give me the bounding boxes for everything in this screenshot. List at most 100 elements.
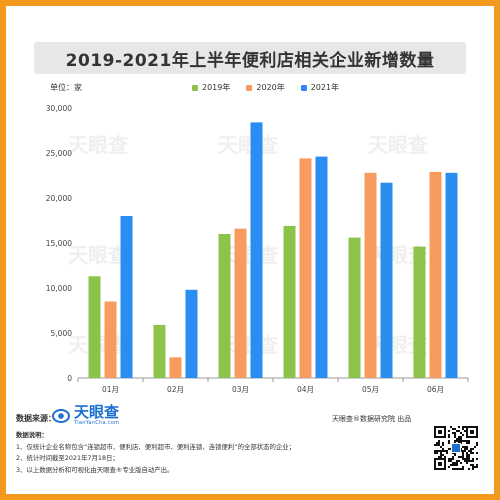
y-tick-label: 30,000 xyxy=(46,104,72,113)
qr-module xyxy=(462,446,464,448)
qr-module xyxy=(470,464,472,466)
y-tick-label: 5,000 xyxy=(51,329,73,338)
y-tick-label: 0 xyxy=(67,374,72,383)
bar xyxy=(250,122,263,379)
qr-module xyxy=(464,430,466,432)
qr-module xyxy=(474,466,476,468)
bar xyxy=(348,237,361,378)
qr-module xyxy=(440,446,442,448)
qr-module xyxy=(476,442,478,444)
qr-module xyxy=(458,440,460,442)
source-label: 数据来源： xyxy=(16,414,56,423)
qr-module xyxy=(472,458,474,460)
qr-module xyxy=(458,426,460,428)
legend-label: 2019年 xyxy=(202,83,231,92)
qr-module xyxy=(456,462,458,464)
qr-module xyxy=(452,468,454,470)
qr-module xyxy=(450,458,452,460)
x-tick-label: 02月 xyxy=(167,385,184,394)
qr-module xyxy=(438,462,442,466)
qr-module xyxy=(476,466,478,468)
note-line: 2、统计时间截至2021年7月18日； xyxy=(16,454,119,462)
qr-module xyxy=(440,454,442,456)
data-notes: 数据说明： 1、仅统计企业名称包含“连锁超市、便利店、便利超市、便利连锁、连锁便… xyxy=(16,430,295,476)
qr-module xyxy=(456,430,458,432)
unit-label: 单位：家 xyxy=(50,83,82,92)
qr-module xyxy=(462,452,464,454)
qr-module xyxy=(460,462,462,464)
qr-module xyxy=(472,464,474,466)
qr-module xyxy=(460,436,462,438)
qr-module xyxy=(442,444,444,446)
bar xyxy=(153,324,166,378)
qr-module xyxy=(466,448,468,450)
qr-module xyxy=(476,452,478,454)
qr-module xyxy=(438,444,440,446)
qr-module xyxy=(462,466,464,468)
qr-module xyxy=(448,436,450,438)
qr-module xyxy=(460,456,462,458)
qr-module xyxy=(454,440,456,442)
qr-module xyxy=(440,456,442,458)
qr-module xyxy=(472,460,474,462)
qr-module xyxy=(444,450,446,452)
watermark-text: 天眼查 xyxy=(218,133,278,157)
chart-legend: 2019年 2020年 2021年 xyxy=(192,82,339,93)
qr-module xyxy=(468,454,470,456)
qr-module xyxy=(438,430,442,434)
bar xyxy=(104,301,117,378)
watermark-text: 天眼查 xyxy=(68,243,128,267)
qr-module xyxy=(438,442,440,444)
watermark-text: 天眼查 xyxy=(368,133,428,157)
qr-module xyxy=(468,450,470,452)
qr-module xyxy=(472,452,474,454)
qr-module xyxy=(454,468,456,470)
qr-module xyxy=(440,452,442,454)
qr-module xyxy=(454,454,456,456)
qr-module xyxy=(466,462,468,464)
qr-module xyxy=(438,456,440,458)
qr-module xyxy=(448,430,450,432)
qr-module xyxy=(476,444,478,446)
qr-module xyxy=(448,434,450,436)
qr-module xyxy=(466,446,468,448)
qr-module xyxy=(448,466,450,468)
qr-module xyxy=(468,456,470,458)
qr-module xyxy=(460,468,462,470)
qr-module xyxy=(450,464,452,466)
legend-swatch xyxy=(192,84,198,91)
qr-module xyxy=(472,468,474,470)
qr-module xyxy=(470,450,472,452)
y-tick-label: 25,000 xyxy=(46,149,72,158)
qr-module xyxy=(458,460,460,462)
qr-module xyxy=(442,442,444,444)
qr-module xyxy=(448,460,450,462)
qr-module xyxy=(446,450,448,452)
qr-module xyxy=(462,434,464,436)
qr-module xyxy=(466,460,468,462)
qr-module xyxy=(462,426,464,428)
bar xyxy=(283,225,296,378)
qr-module xyxy=(448,440,450,442)
y-tick-label: 15,000 xyxy=(46,239,72,248)
bar xyxy=(120,216,133,378)
qr-module xyxy=(460,440,462,442)
qr-module xyxy=(442,448,444,450)
qr-module xyxy=(456,440,458,442)
qr-module xyxy=(464,426,466,428)
qr-module xyxy=(466,452,468,454)
qr-module xyxy=(466,454,468,456)
qr-module xyxy=(466,456,468,458)
bar xyxy=(429,171,442,378)
qr-module xyxy=(462,428,464,430)
qr-module xyxy=(476,464,478,466)
brand-name: 天眼查 xyxy=(74,403,120,421)
x-tick-label: 06月 xyxy=(427,385,444,394)
bar xyxy=(218,234,231,378)
qr-module xyxy=(456,468,458,470)
qr-module xyxy=(458,468,460,470)
qr-module xyxy=(454,436,456,438)
qr-module xyxy=(458,430,460,432)
bar xyxy=(445,172,458,378)
